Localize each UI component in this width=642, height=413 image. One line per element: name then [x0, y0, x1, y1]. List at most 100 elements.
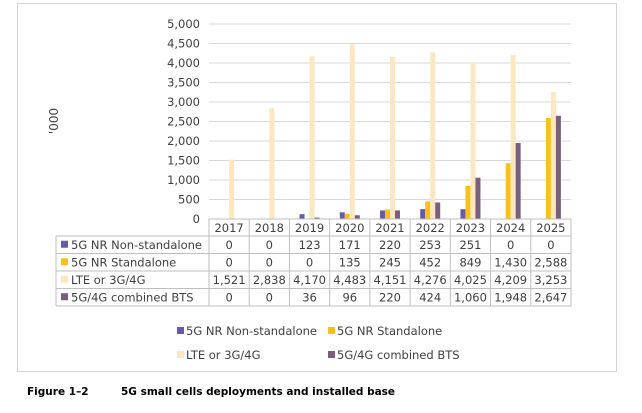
legend-entry: 5G NR Standalone: [337, 324, 442, 338]
data-label: 0: [266, 255, 273, 269]
x-tick-label: 2022: [416, 221, 445, 235]
bar: [269, 108, 275, 219]
legend-entry: 5G NR Non-standalone: [186, 324, 317, 338]
data-label: 4,151: [374, 273, 407, 287]
bar: [550, 92, 556, 219]
data-label: 135: [339, 255, 361, 269]
data-label: 220: [379, 238, 401, 252]
bar: [430, 52, 436, 220]
bar: [505, 163, 511, 219]
y-tick-label: 3,500: [167, 76, 200, 90]
x-tick-label: 2020: [335, 221, 364, 235]
bar: [555, 115, 561, 219]
data-label: 1,430: [494, 255, 527, 269]
legend-entry: LTE or 3G/4G: [186, 348, 261, 362]
bar: [299, 214, 305, 219]
table-legend-key: [61, 258, 68, 266]
table-legend-key: [61, 293, 68, 301]
bar: [475, 177, 481, 219]
bar: [465, 185, 471, 219]
bar: [339, 212, 345, 219]
legend-entry: 5G/4G combined BTS: [337, 348, 460, 362]
chart-frame: 0 500 1,000 1,500 2,000 2,500 3,000 3,500 4,000 4…: [17, 3, 617, 372]
table-series-name: 5G/4G combined BTS: [71, 290, 194, 304]
data-label: 0: [225, 290, 232, 304]
data-label: 253: [419, 238, 441, 252]
data-label: 123: [299, 238, 321, 252]
bar: [349, 44, 355, 220]
data-label: 0: [306, 255, 313, 269]
y-axis-label: '000: [47, 108, 61, 134]
bar: [395, 210, 400, 219]
data-label: 1,060: [454, 290, 487, 304]
data-label: 0: [225, 255, 232, 269]
bar: [385, 209, 390, 219]
x-tick-label: 2025: [536, 221, 565, 235]
bar: [435, 202, 441, 219]
data-label: 4,276: [414, 273, 447, 287]
x-tick-label: 2021: [375, 221, 404, 235]
data-label: 0: [266, 290, 273, 304]
bar: [354, 215, 360, 219]
table-legend-key: [61, 275, 68, 283]
y-tick-label: 5,000: [167, 17, 200, 31]
y-tick-label: 500: [178, 193, 200, 207]
data-label: 171: [339, 238, 361, 252]
table-series-name: 5G NR Standalone: [71, 255, 176, 269]
data-label: 36: [302, 290, 317, 304]
data-label: 251: [459, 238, 481, 252]
bar: [460, 209, 466, 219]
data-label: 96: [342, 290, 357, 304]
data-label: 4,170: [293, 273, 326, 287]
data-label: 0: [266, 238, 273, 252]
y-tick-label: 1,500: [167, 154, 200, 168]
data-label: 245: [379, 255, 401, 269]
y-tick-label: 0: [193, 212, 200, 226]
data-label: 849: [459, 255, 481, 269]
figure-title: 5G small cells deployments and installed…: [121, 386, 396, 398]
figure-caption: Figure 1–2 5G small cells deployments and…: [27, 386, 395, 398]
data-label: 4,483: [333, 273, 366, 287]
x-tick-label: 2018: [255, 221, 284, 235]
data-label: 0: [507, 238, 514, 252]
data-label: 1,948: [494, 290, 527, 304]
x-tick-label: 2019: [295, 221, 324, 235]
legend-key: [177, 327, 184, 334]
data-label: 1,521: [213, 273, 246, 287]
legend-key: [328, 327, 335, 334]
data-label: 424: [419, 290, 441, 304]
y-tick-label: 4,500: [167, 37, 200, 51]
x-tick-label: 2024: [496, 221, 525, 235]
y-tick-label: 4,000: [167, 56, 200, 70]
bar: [309, 56, 315, 220]
data-label: 2,647: [534, 290, 567, 304]
y-tick-label: 2,000: [167, 134, 200, 148]
bar: [425, 201, 431, 219]
bar: [229, 159, 235, 219]
legend-key: [177, 351, 184, 358]
bar: [545, 118, 551, 219]
data-label: 0: [547, 238, 554, 252]
y-tick-label: 3,000: [167, 95, 200, 109]
data-label: 452: [419, 255, 441, 269]
bar: [420, 209, 426, 219]
bar-chart: 0 500 1,000 1,500 2,000 2,500 3,000 3,500 4,000 4…: [47, 17, 572, 362]
bar: [314, 217, 320, 219]
bar: [390, 57, 395, 220]
bar: [470, 62, 476, 220]
data-label: 3,253: [534, 273, 567, 287]
data-label: 4,025: [454, 273, 487, 287]
bar: [510, 54, 516, 219]
data-label: 2,588: [534, 255, 567, 269]
data-label: 220: [379, 290, 401, 304]
bar: [380, 210, 385, 219]
bar: [515, 143, 521, 219]
data-label: 0: [225, 238, 232, 252]
bar: [344, 213, 350, 219]
figure-number: Figure 1–2: [27, 386, 89, 398]
y-tick-label: 2,500: [167, 115, 200, 129]
table-series-name: 5G NR Non-standalone: [71, 238, 202, 252]
table-legend-key: [61, 240, 68, 248]
y-tick-label: 1,000: [167, 173, 200, 187]
x-tick-label: 2017: [214, 221, 243, 235]
